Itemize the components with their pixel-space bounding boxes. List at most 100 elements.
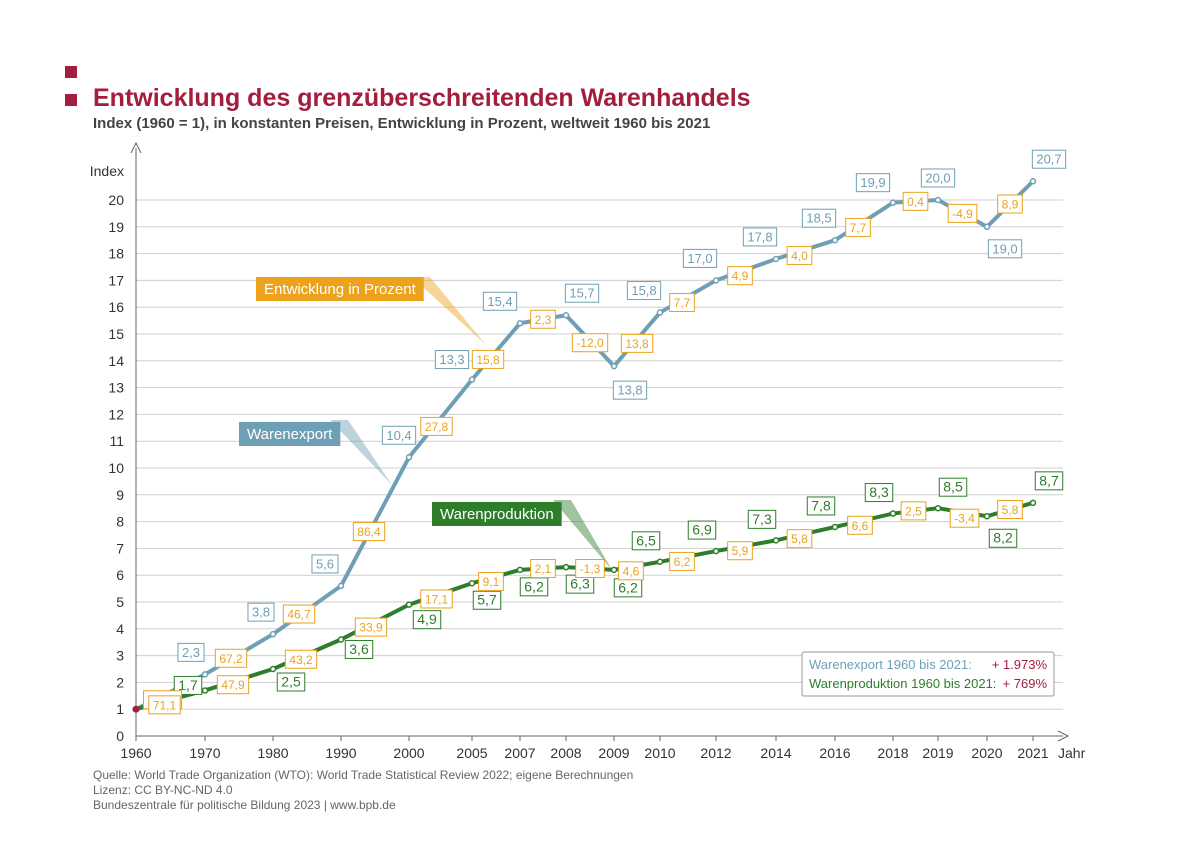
- export-value-label-box: [682, 248, 718, 268]
- production-value-label-box: [988, 528, 1018, 548]
- export-percent-label-box: [786, 246, 813, 266]
- export-point: [201, 671, 209, 678]
- y-tick-label: 14: [108, 353, 124, 369]
- export-percent-label: 27,8: [425, 420, 449, 434]
- y-tick-label: 5: [116, 594, 124, 610]
- summary-box: [801, 651, 1055, 697]
- export-percent-label: 13,8: [625, 337, 649, 351]
- production-percent-label: 33,9: [359, 621, 383, 635]
- summary-production-label: Warenproduktion 1960 bis 2021:: [809, 676, 996, 691]
- export-value-label-box: [1031, 149, 1067, 169]
- production-value-label-box: [687, 520, 717, 540]
- export-value-label-box: [742, 227, 778, 247]
- export-callout-label-box: [239, 422, 341, 446]
- y-tick-label: 10: [108, 460, 124, 476]
- production-percent-label-box: [997, 500, 1023, 520]
- y-tick-label: 15: [108, 326, 124, 342]
- production-percent-label-box: [727, 541, 753, 561]
- x-tick-label: 2007: [504, 745, 535, 761]
- production-callout-label: Warenproduktion: [440, 506, 554, 523]
- export-percent-label-box: [471, 349, 505, 369]
- export-value-label: 13,8: [617, 383, 642, 398]
- export-value-label: 15,7: [569, 286, 594, 301]
- export-percent-label: 2,3: [535, 313, 552, 327]
- export-point: [656, 309, 664, 316]
- export-percent-label: 8,9: [1002, 198, 1019, 212]
- export-value-label: 20,0: [925, 171, 950, 186]
- production-percent-label-box: [847, 515, 873, 535]
- production-percent-label: -1,3: [580, 562, 601, 576]
- export-callout-label: Warenexport: [247, 426, 333, 443]
- export-value-label-box: [247, 602, 275, 622]
- y-tick-label: 9: [116, 487, 124, 503]
- production-percent-label: 71,1: [153, 698, 177, 712]
- production-point: [516, 566, 524, 574]
- export-percent-label-box: [571, 333, 609, 353]
- production-value-label: 3,6: [349, 641, 369, 657]
- production-percent-label-box: [530, 559, 556, 578]
- y-axis-arrow: [130, 141, 142, 154]
- export-percent-label-box: [669, 292, 695, 312]
- y-tick-label: 6: [116, 567, 124, 583]
- export-percent-label: 86,4: [357, 525, 381, 539]
- x-tick-label: 2018: [877, 745, 908, 761]
- x-tick-label: 2019: [922, 745, 953, 761]
- production-percent-label: 4,6: [623, 564, 640, 578]
- export-point: [337, 582, 345, 590]
- y-tick-label: 4: [116, 621, 124, 637]
- export-value-label: 2,3: [182, 645, 200, 660]
- y-tick-label: 16: [108, 299, 124, 315]
- y-tick-label: 13: [108, 380, 124, 396]
- production-point: [934, 504, 942, 512]
- production-point: [831, 523, 839, 531]
- production-percent-label: 9,1: [483, 575, 500, 589]
- export-value-label-box: [564, 283, 600, 303]
- export-percent-label: 0,4: [907, 195, 924, 209]
- x-tick-label: 1990: [325, 745, 356, 761]
- production-value-label-box: [173, 675, 203, 695]
- production-value-label: 4,9: [417, 611, 437, 627]
- production-point: [610, 566, 618, 574]
- x-tick-label: 2016: [819, 745, 850, 761]
- production-point: [562, 563, 570, 571]
- production-value-label: 8,2: [993, 530, 1013, 546]
- y-tick-label: 2: [116, 674, 124, 690]
- production-percent-label-box: [420, 589, 453, 609]
- export-value-label: 17,0: [687, 251, 712, 266]
- y-tick-label: 11: [109, 433, 124, 449]
- export-percent-label: 7,7: [674, 296, 691, 310]
- export-point: [516, 320, 524, 327]
- production-percent-label-box: [284, 649, 318, 669]
- production-percent-label-box: [148, 695, 181, 715]
- export-percent-label-box: [420, 416, 453, 436]
- production-value-label-box: [276, 672, 306, 692]
- export-value-label-box: [920, 168, 956, 188]
- production-value-label-box: [412, 610, 442, 630]
- percent-callout-label-box: [256, 277, 424, 301]
- export-value-label-box: [987, 239, 1023, 259]
- publisher-note: Bundeszentrale für politische Bildung 20…: [93, 798, 396, 812]
- production-point: [468, 579, 476, 587]
- export-value-label: 17,8: [747, 229, 772, 244]
- production-point: [712, 547, 720, 555]
- export-point: [831, 236, 839, 244]
- x-tick-label: 2000: [393, 745, 424, 761]
- production-percent-label-box: [900, 501, 927, 521]
- production-value-label-box: [864, 483, 894, 503]
- production-value-label: 2,5: [281, 674, 301, 690]
- export-value-label: 10,4: [386, 428, 411, 443]
- export-percent-label-box: [352, 522, 386, 542]
- production-point: [1029, 499, 1037, 507]
- export-callout-pointer: [330, 420, 392, 485]
- production-value-label: 8,3: [869, 484, 889, 500]
- x-tick-label: 2012: [700, 745, 731, 761]
- summary-export-value: + 1.973%: [992, 657, 1048, 672]
- production-point: [983, 512, 991, 520]
- production-point: [405, 601, 413, 608]
- production-percent-label: 5,9: [732, 544, 749, 558]
- export-percent-label-box: [947, 203, 978, 223]
- production-point: [201, 687, 209, 694]
- production-percent-label-box: [669, 551, 695, 571]
- export-point: [468, 376, 476, 383]
